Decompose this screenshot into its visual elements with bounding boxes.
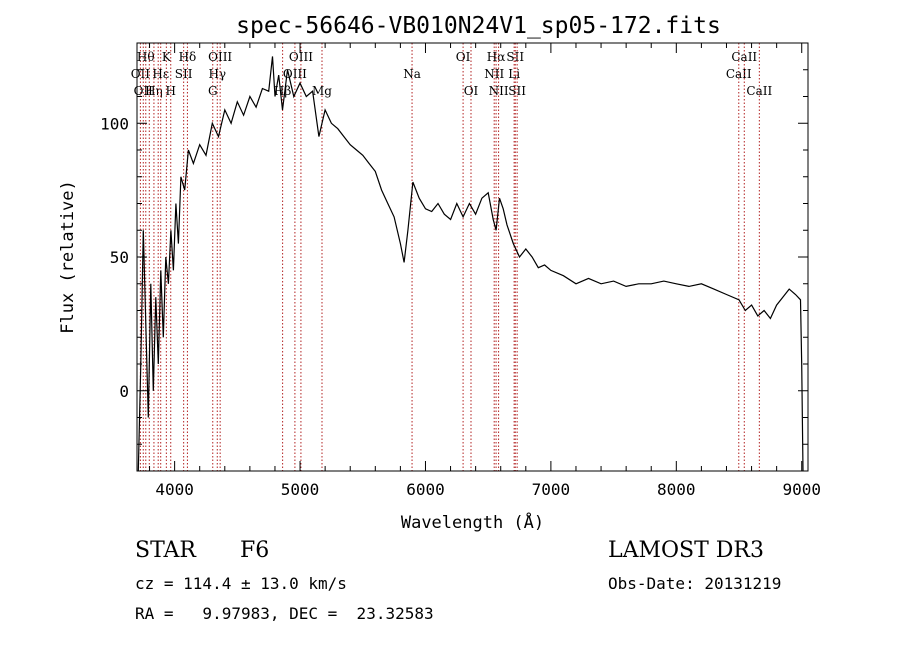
- spectral-line-label: Hθ: [137, 50, 155, 64]
- spectral-line-label: Hβ: [274, 84, 291, 98]
- x-tick-label: 8000: [657, 480, 696, 499]
- object-class: STAR: [135, 538, 196, 563]
- spectral-line-label: CaII: [726, 67, 752, 81]
- object-subclass: F6: [240, 538, 270, 563]
- spectral-line-label: OI: [456, 50, 471, 64]
- x-axis-label: Wavelength (Å): [401, 511, 544, 533]
- spectral-line-label: Hγ: [208, 67, 226, 81]
- spectral-line-label: Na: [403, 67, 421, 81]
- spectral-line-label: Li: [508, 67, 520, 81]
- spectral-line-label: Hε: [152, 67, 169, 81]
- plot-frame: [136, 42, 809, 472]
- spectral-line-label: CaII: [746, 84, 772, 98]
- y-tick-label: 100: [100, 114, 129, 133]
- spectral-line-label: OIII: [208, 50, 232, 64]
- spectral-line-label: OI: [464, 84, 479, 98]
- x-tick-label: 7000: [532, 480, 571, 499]
- x-tick-label: 4000: [155, 480, 194, 499]
- x-tick-label: 9000: [782, 480, 821, 499]
- spectral-line-label: CaII: [731, 50, 757, 64]
- spectral-line-label: SII: [508, 84, 526, 98]
- spectral-line-label: G: [208, 84, 218, 98]
- spectral-line-label: NII: [489, 84, 509, 98]
- y-tick-label: 0: [119, 382, 129, 401]
- spectral-line-label: Hδ: [179, 50, 197, 64]
- spectral-line-label: OII: [134, 84, 154, 98]
- spectral-line-label: Mg: [312, 84, 332, 98]
- spectral-line-label: H: [166, 84, 176, 98]
- spectral-line-label: SII: [506, 50, 524, 64]
- coordinates-line: RA = 9.97983, DEC = 23.32583: [135, 604, 434, 623]
- survey-name: LAMOST DR3: [608, 538, 764, 563]
- chart-title: spec-56646-VB010N24V1_sp05-172.fits: [236, 13, 721, 39]
- spectrum-line: [137, 56, 804, 472]
- spectral-line-label: NII: [484, 67, 504, 81]
- x-tick-label: 5000: [281, 480, 320, 499]
- redshift-line: cz = 114.4 ± 13.0 km/s: [135, 574, 347, 593]
- spectral-line-label: SII: [175, 67, 193, 81]
- observation-date: Obs-Date: 20131219: [608, 574, 782, 593]
- y-axis-label: Flux (relative): [58, 180, 78, 334]
- spectral-line-label: K: [162, 50, 172, 64]
- spectral-line-label: OII: [131, 67, 151, 81]
- spectral-line-label: OIII: [289, 50, 313, 64]
- spectral-line-label: Hα: [487, 50, 506, 64]
- y-tick-label: 50: [110, 248, 129, 267]
- spectral-line-label: Hη: [145, 84, 163, 98]
- x-tick-label: 6000: [406, 480, 445, 499]
